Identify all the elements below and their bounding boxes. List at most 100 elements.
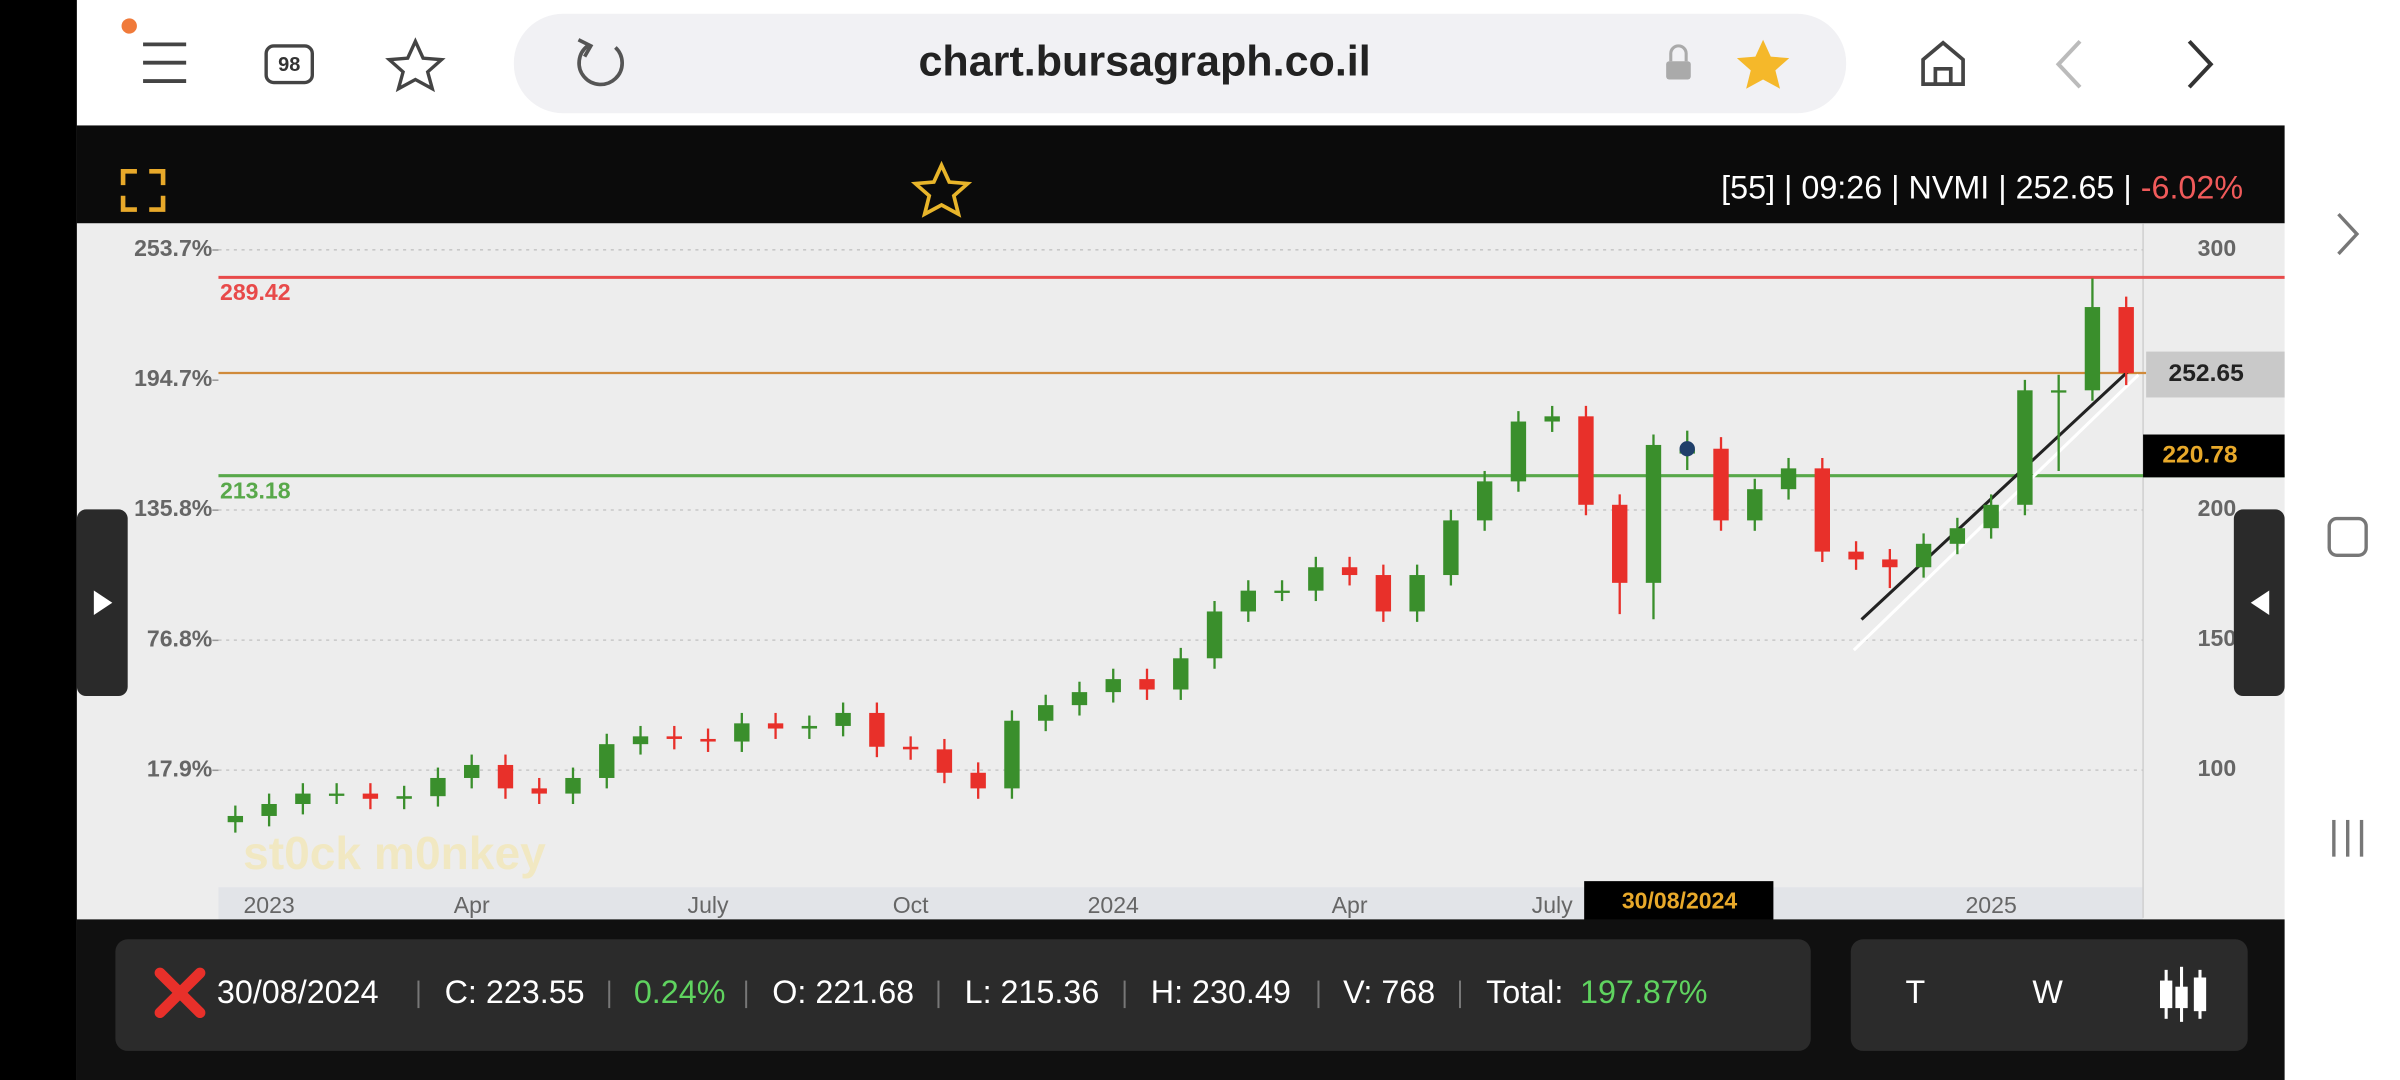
date-tooltip-box xyxy=(1584,881,1774,921)
date-tooltip: 30/08/2024 xyxy=(1622,888,1738,914)
candle-body xyxy=(1882,559,1898,568)
back-icon[interactable] xyxy=(2055,39,2082,89)
candle-body xyxy=(1206,611,1223,659)
candle-body xyxy=(1747,489,1763,521)
candle-body xyxy=(1578,416,1594,505)
candle-body xyxy=(497,764,514,789)
info-date: 30/08/2024 xyxy=(217,974,379,1010)
candle-body xyxy=(1274,590,1290,593)
candle-body xyxy=(2017,390,2033,505)
candle-body xyxy=(599,744,615,778)
reload-arrow xyxy=(577,38,594,58)
x-axis-band xyxy=(218,887,2144,920)
candle-body xyxy=(1038,705,1054,721)
y-tick-label: 300 xyxy=(2198,235,2236,261)
ohlc-texts: 30/08/2024 C: 223.55 0.24% O: 221.68 L: … xyxy=(217,974,1708,1010)
url-text[interactable]: chart.bursagraph.co.il xyxy=(918,38,1370,86)
y2-tick-label: 194.7% xyxy=(134,365,212,391)
period-panel xyxy=(1850,939,2248,1051)
candle-body xyxy=(1409,575,1425,612)
candle-body xyxy=(801,725,818,729)
quote-header: [55] | 09:26 | NVMI | 252.65 | -6.02% xyxy=(1721,169,2243,205)
menu-icon[interactable] xyxy=(143,42,187,83)
candle-body xyxy=(767,723,784,729)
candle-body xyxy=(869,712,885,747)
candle-body xyxy=(1139,679,1155,690)
info-total-label: Total: xyxy=(1486,974,1563,1010)
recents-button[interactable] xyxy=(2327,516,2368,557)
candle-body xyxy=(1476,481,1493,521)
favorite-star[interactable] xyxy=(910,160,973,218)
candle-body xyxy=(1544,416,1560,422)
candle-body xyxy=(734,723,750,742)
x-tick-label: Oct xyxy=(893,892,929,918)
period-button[interactable]: W xyxy=(2032,974,2063,1010)
last-price-label: 252.65 xyxy=(2169,360,2244,387)
tab-count: 98 xyxy=(278,54,300,76)
ohlc-panel xyxy=(115,939,1811,1051)
x-tick-label: July xyxy=(688,892,730,918)
candle-body xyxy=(1071,692,1088,706)
fullscreen-icon[interactable] xyxy=(120,169,166,212)
candle-body xyxy=(1645,444,1662,583)
candle-body xyxy=(362,793,379,799)
candle-body xyxy=(1443,520,1459,576)
y-tick-label: 150 xyxy=(2198,625,2236,651)
bookmark-star[interactable] xyxy=(1736,39,1790,89)
y-tick-label: 200 xyxy=(2198,495,2236,521)
candle-body xyxy=(1341,567,1358,576)
tabs-icon[interactable]: 98 xyxy=(264,44,314,85)
x-tick-label: 2024 xyxy=(1088,892,1140,918)
candle-body xyxy=(700,738,716,742)
y2-tick-label: 135.8% xyxy=(134,495,212,521)
forward-icon[interactable] xyxy=(2187,39,2214,89)
chart-type-icon[interactable] xyxy=(2160,966,2207,1022)
candle-body xyxy=(396,796,412,799)
plot: 100 150 200 300 17.9% 76.8% 135.8% 194.7% 253.7%… xyxy=(134,235,2285,921)
candle-body xyxy=(2050,390,2067,393)
candle-body xyxy=(227,815,244,823)
right-arrow xyxy=(2250,590,2270,615)
bookmarks-icon[interactable] xyxy=(385,37,446,93)
chart-header xyxy=(76,125,2285,224)
url-bar[interactable] xyxy=(513,13,1847,114)
candle-body xyxy=(1105,679,1121,693)
candle-body xyxy=(328,793,345,796)
info-high: H: 230.49 xyxy=(1151,974,1291,1010)
last-price-box xyxy=(2146,351,2285,398)
period-button[interactable]: T xyxy=(1906,974,1926,1010)
x-tick-label: 2025 xyxy=(1965,892,2016,918)
quote-info: [55] | 09:26 | NVMI | 252.65 | xyxy=(1721,169,2132,205)
candle-body xyxy=(1848,551,1864,560)
watermark: st0ck m0nkey xyxy=(243,827,546,879)
plot-bg xyxy=(76,223,2285,920)
close-icon[interactable] xyxy=(154,967,206,1019)
candle-body xyxy=(1814,468,1830,552)
candle-body xyxy=(261,803,277,816)
candle-body xyxy=(970,772,986,789)
candle-body xyxy=(1240,590,1256,612)
candle-body xyxy=(1173,658,1189,690)
candle-body xyxy=(632,736,649,745)
home-icon[interactable] xyxy=(1921,40,1965,86)
candle-body xyxy=(1510,421,1527,482)
nav-lines[interactable] xyxy=(2332,819,2364,857)
candle-body xyxy=(531,788,547,794)
reload-icon[interactable] xyxy=(577,44,624,87)
y2-tick-label: 253.7% xyxy=(134,235,212,261)
trend-line xyxy=(1860,370,2129,621)
candle-body xyxy=(1780,468,1797,490)
lock-icon xyxy=(1666,44,1691,80)
y2-tick-label: 76.8% xyxy=(147,625,212,651)
candle-body xyxy=(1004,720,1020,789)
y-tick-label: 100 xyxy=(2198,755,2236,781)
candle-body xyxy=(1713,448,1729,521)
notification-dot xyxy=(121,18,137,34)
side-arrow[interactable] xyxy=(2337,213,2360,256)
crosshair-price-label: 220.78 xyxy=(2162,441,2237,468)
info-open: O: 221.68 xyxy=(772,974,914,1010)
candle-body xyxy=(2084,307,2101,391)
candle-body xyxy=(1308,567,1324,591)
